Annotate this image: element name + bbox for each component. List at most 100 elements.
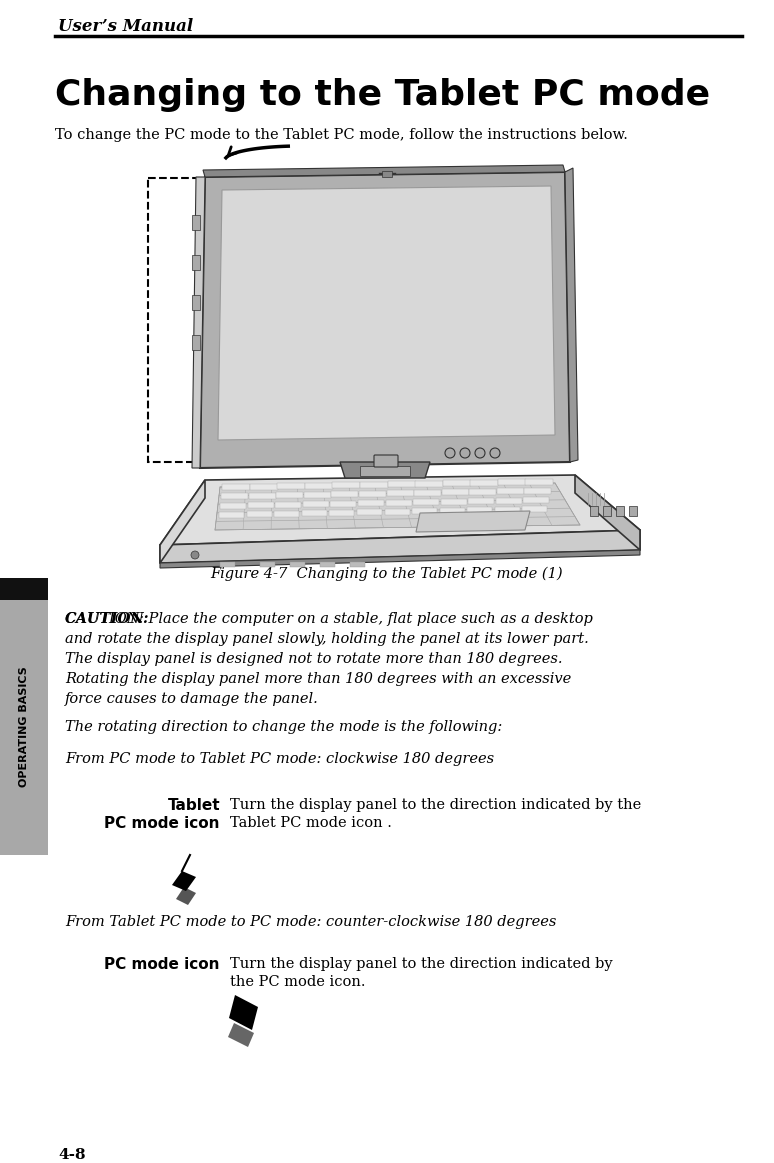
Text: Changing to the Tablet PC mode: Changing to the Tablet PC mode: [55, 78, 710, 112]
Bar: [320, 562, 335, 568]
FancyBboxPatch shape: [374, 455, 398, 468]
Polygon shape: [215, 483, 580, 530]
Bar: [0, 580, 48, 855]
Bar: [414, 490, 441, 495]
Text: Turn the display panel to the direction indicated by the: Turn the display panel to the direction …: [230, 798, 641, 812]
Polygon shape: [340, 462, 430, 478]
Bar: [616, 506, 624, 516]
Polygon shape: [192, 177, 205, 468]
Bar: [277, 483, 305, 488]
Bar: [385, 508, 409, 515]
Text: User’s Manual: User’s Manual: [58, 17, 194, 35]
Bar: [0, 578, 48, 600]
Bar: [496, 498, 522, 504]
Polygon shape: [160, 550, 640, 568]
Text: The display panel is designed not to rotate more than 180 degrees.: The display panel is designed not to rot…: [65, 652, 563, 666]
Text: Tablet: Tablet: [167, 798, 220, 813]
Polygon shape: [565, 167, 578, 462]
Text: CAUTION:: CAUTION:: [65, 612, 149, 626]
Bar: [220, 562, 235, 568]
Bar: [468, 498, 495, 504]
Bar: [303, 501, 329, 507]
Bar: [498, 479, 526, 485]
Bar: [440, 499, 467, 505]
Bar: [522, 506, 547, 512]
Bar: [358, 500, 384, 506]
Bar: [413, 499, 439, 505]
Bar: [360, 466, 410, 476]
Bar: [471, 479, 498, 485]
Bar: [386, 491, 413, 497]
Text: Tablet PC mode icon .: Tablet PC mode icon .: [230, 816, 392, 830]
Bar: [192, 255, 200, 270]
Bar: [329, 509, 354, 515]
Text: force causes to damage the panel.: force causes to damage the panel.: [65, 692, 319, 706]
Text: Figure 4-7  Changing to the Tablet PC mode (1): Figure 4-7 Changing to the Tablet PC mod…: [211, 568, 563, 582]
Polygon shape: [416, 511, 530, 531]
Polygon shape: [160, 480, 205, 563]
Bar: [382, 171, 392, 177]
Bar: [260, 562, 275, 568]
Polygon shape: [203, 165, 565, 177]
Polygon shape: [160, 530, 640, 563]
Bar: [330, 500, 356, 507]
Text: 4-8: 4-8: [58, 1148, 86, 1162]
Bar: [249, 484, 278, 490]
Bar: [221, 493, 248, 499]
Circle shape: [445, 448, 455, 458]
Circle shape: [460, 448, 470, 458]
Bar: [497, 488, 524, 494]
Bar: [443, 480, 471, 486]
Bar: [357, 509, 382, 515]
Bar: [331, 491, 358, 498]
Bar: [192, 295, 200, 311]
Bar: [525, 487, 551, 494]
Circle shape: [475, 448, 485, 458]
Bar: [219, 512, 244, 518]
Text: CAUTION: Place the computer on a stable, flat place such as a desktop: CAUTION: Place the computer on a stable,…: [65, 612, 593, 626]
Circle shape: [490, 448, 500, 458]
Bar: [495, 507, 520, 513]
Bar: [220, 502, 246, 508]
Bar: [192, 215, 200, 230]
Text: From PC mode to Tablet PC mode: clockwise 180 degrees: From PC mode to Tablet PC mode: clockwis…: [65, 752, 494, 766]
Bar: [302, 511, 327, 516]
Text: PC mode icon: PC mode icon: [104, 957, 220, 972]
Bar: [526, 478, 553, 485]
Bar: [276, 501, 301, 507]
Bar: [469, 488, 496, 494]
Bar: [248, 493, 276, 499]
Bar: [523, 497, 550, 504]
Bar: [360, 481, 388, 487]
Polygon shape: [176, 887, 196, 905]
Polygon shape: [172, 871, 196, 891]
Bar: [590, 506, 598, 516]
Bar: [385, 499, 412, 506]
Text: From Tablet PC mode to PC mode: counter-clockwise 180 degrees: From Tablet PC mode to PC mode: counter-…: [65, 915, 557, 929]
Polygon shape: [229, 996, 258, 1030]
Polygon shape: [228, 1023, 254, 1047]
Bar: [248, 502, 273, 508]
Text: Turn the display panel to the direction indicated by: Turn the display panel to the direction …: [230, 957, 613, 971]
Text: PC mode icon: PC mode icon: [104, 816, 220, 832]
Polygon shape: [200, 172, 570, 468]
Bar: [274, 511, 300, 516]
Bar: [388, 481, 416, 487]
Text: and rotate the display panel slowly, holding the panel at its lower part.: and rotate the display panel slowly, hol…: [65, 632, 589, 645]
Bar: [305, 483, 333, 488]
Bar: [412, 508, 437, 514]
Bar: [440, 508, 464, 514]
Bar: [467, 507, 492, 513]
Text: The rotating direction to change the mode is the following:: The rotating direction to change the mod…: [65, 720, 502, 734]
Bar: [350, 562, 365, 568]
Bar: [222, 484, 250, 490]
Bar: [415, 480, 443, 486]
Text: To change the PC mode to the Tablet PC mode, follow the instructions below.: To change the PC mode to the Tablet PC m…: [55, 128, 628, 142]
Bar: [276, 492, 303, 498]
Polygon shape: [218, 186, 555, 440]
Polygon shape: [575, 475, 640, 550]
Text: Rotating the display panel more than 180 degrees with an excessive: Rotating the display panel more than 180…: [65, 672, 571, 686]
Bar: [247, 512, 272, 518]
Bar: [359, 491, 386, 497]
Bar: [303, 492, 330, 498]
